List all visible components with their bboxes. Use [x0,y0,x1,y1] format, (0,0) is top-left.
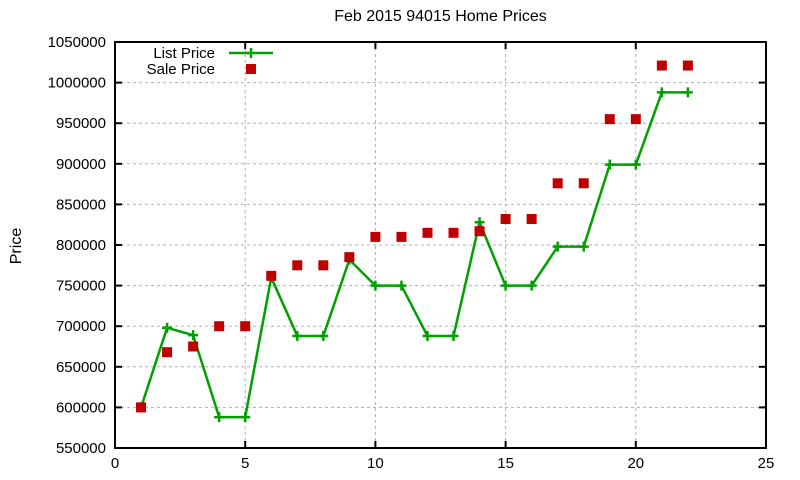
list-price-line [139,91,688,419]
y-tick-label: 850000 [56,196,106,213]
y-tick-label: 750000 [56,278,106,295]
sale-price-marker [344,252,355,263]
sale-price-marker [526,214,537,225]
line-plus-marker-icon [227,45,275,61]
sale-price-marker [630,114,641,125]
square-marker-icon [227,61,275,77]
sale-price-marker [370,231,381,242]
sale-price-marker [656,60,667,71]
x-tick-label: 0 [111,455,119,472]
sale-price-marker [266,270,277,281]
legend-item-sale-price: Sale Price [130,60,275,78]
y-tick-label: 900000 [56,156,106,173]
legend-item-list-price: List Price [130,44,275,62]
sale-price-marker [292,260,303,271]
plot-border [114,41,767,449]
x-tick-label: 25 [758,455,775,472]
sale-price-marker [604,114,615,125]
sale-price-marker [240,321,251,332]
sale-price-marker [500,214,511,225]
legend: List Price Sale Price [130,44,275,78]
legend-item-label: Sale Price [146,60,215,78]
sale-price-marker [474,226,485,237]
sale-price-marker [214,321,225,332]
sale-price-marker [188,341,199,352]
y-tick-label: 1050000 [48,34,106,51]
sale-price-marker [318,260,329,271]
y-tick-label: 600000 [56,399,106,416]
x-tick-label: 10 [367,455,384,472]
sale-price-marker [136,402,147,413]
x-tick-label: 5 [241,455,249,472]
sale-price-marker [422,227,433,238]
legend-item-label: List Price [153,44,215,62]
y-tick-label: 550000 [56,440,106,457]
y-tick-label: 950000 [56,115,106,132]
sale-price-marker [682,60,693,71]
sale-price-marker [162,347,173,358]
y-tick-label: 700000 [56,318,106,335]
y-tick-label: 650000 [56,359,106,376]
y-axis-label: Price [8,227,25,265]
sale-price-marker [396,231,407,242]
sale-price-marker [448,227,459,238]
y-tick-label: 800000 [56,237,106,254]
chart-title: Feb 2015 94015 Home Prices [334,8,547,25]
sale-price-marker [578,178,589,189]
sale-price-marker [552,178,563,189]
x-tick-label: 15 [497,455,514,472]
y-tick-label: 1000000 [48,75,106,92]
x-tick-label: 20 [627,455,644,472]
